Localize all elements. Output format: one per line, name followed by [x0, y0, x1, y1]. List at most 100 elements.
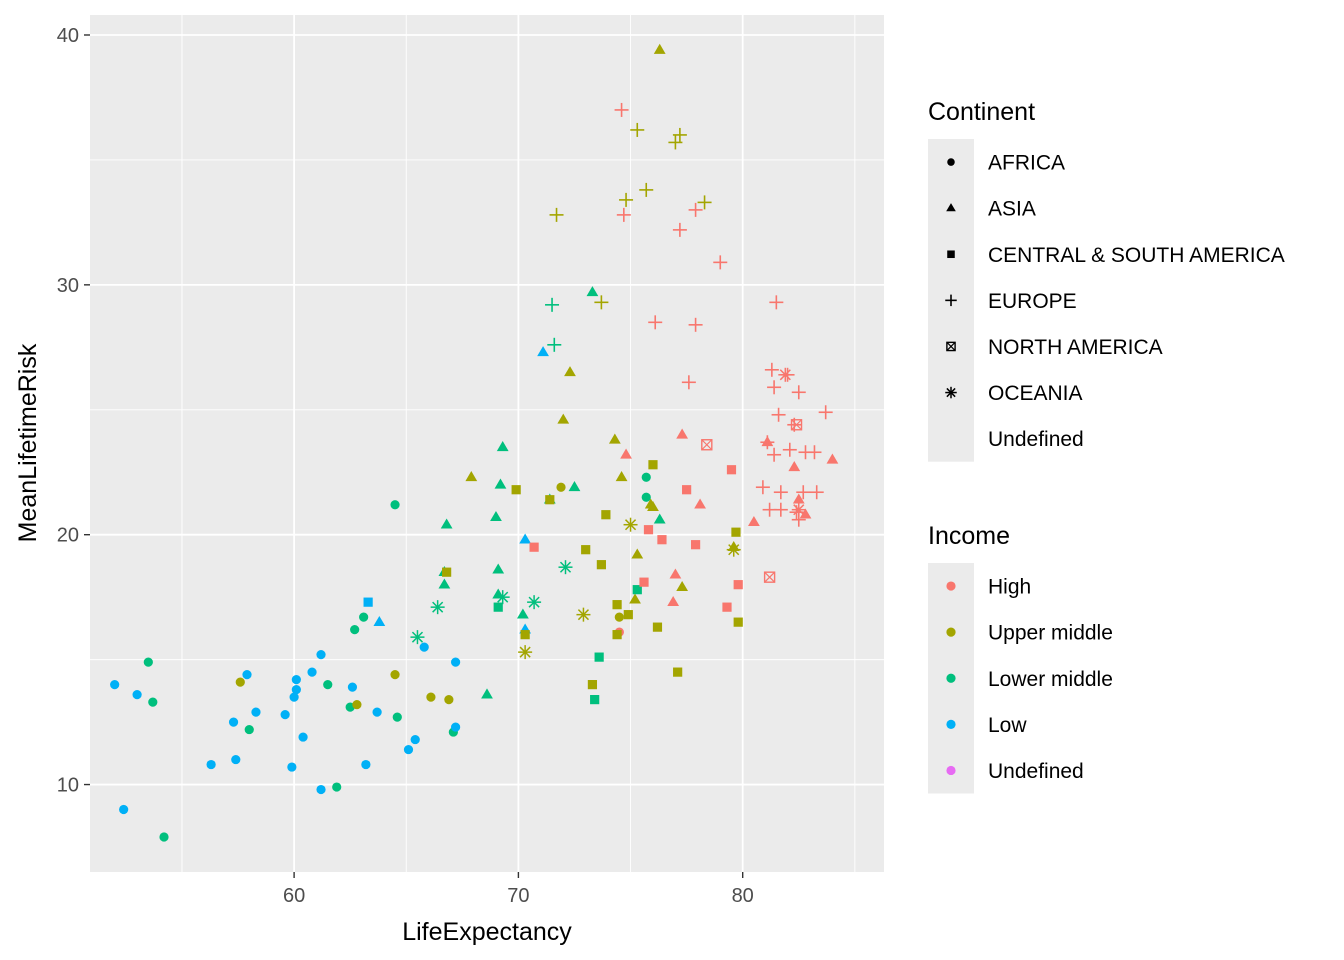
data-point	[755, 480, 770, 495]
data-point	[419, 642, 429, 652]
data-point	[244, 724, 254, 735]
legend-continent-key	[945, 386, 957, 399]
data-point	[280, 709, 290, 720]
data-point	[316, 650, 326, 660]
data-point	[529, 542, 539, 552]
x-axis-title: LifeExpectancy	[402, 918, 572, 946]
y-tick-label: 40	[57, 25, 79, 47]
data-point	[430, 600, 445, 615]
data-point	[697, 195, 712, 210]
data-point	[773, 502, 788, 517]
legend-continent-title: Continent	[928, 98, 1035, 126]
data-point	[352, 699, 362, 710]
data-point	[444, 695, 454, 705]
legend-income: Income High Upper middle Lower middle Low Un…	[928, 522, 1113, 794]
data-point	[307, 667, 317, 677]
data-point	[623, 610, 633, 620]
data-point	[809, 485, 824, 500]
data-point	[688, 202, 703, 217]
legend-continent-key	[947, 158, 955, 166]
data-point	[826, 453, 839, 464]
data-point	[722, 602, 732, 612]
data-point	[629, 593, 641, 604]
data-point	[568, 481, 581, 492]
legend-income-key	[946, 673, 956, 683]
data-point	[363, 597, 373, 607]
data-point	[519, 533, 532, 544]
data-point	[465, 471, 478, 482]
legend-continent-label: NORTH AMERICA	[988, 336, 1163, 359]
plot-panel	[90, 15, 884, 872]
data-point	[511, 485, 521, 495]
data-point	[231, 754, 241, 765]
data-point	[159, 832, 169, 842]
data-point	[672, 222, 687, 237]
data-point	[143, 657, 153, 667]
data-point	[403, 744, 414, 755]
data-point	[694, 498, 706, 509]
legend-continent-label: OCEANIA	[988, 382, 1083, 405]
data-point	[731, 527, 741, 537]
data-point	[763, 571, 776, 583]
data-point	[392, 712, 402, 722]
data-point	[767, 380, 782, 395]
data-point	[373, 615, 386, 626]
data-point	[590, 695, 600, 705]
legend-income-label: High	[988, 576, 1031, 599]
data-point	[791, 385, 806, 400]
data-point	[410, 630, 425, 645]
legend-continent-label: ASIA	[988, 198, 1036, 221]
data-point	[596, 560, 606, 570]
data-point	[612, 600, 622, 610]
x-tick-label: 80	[732, 885, 754, 907]
data-point	[450, 657, 461, 667]
data-point	[287, 762, 297, 772]
legend-income-key	[946, 719, 956, 729]
data-point	[612, 630, 622, 640]
data-point	[657, 535, 667, 545]
data-point	[764, 362, 779, 377]
data-point	[558, 560, 573, 575]
data-point	[581, 545, 591, 555]
data-point	[438, 578, 451, 589]
x-tick-label: 60	[283, 885, 305, 907]
data-point	[520, 630, 530, 640]
legend-income-label: Undefined	[988, 760, 1084, 783]
data-point	[616, 207, 631, 222]
data-point	[564, 366, 576, 377]
legend-continent-label: Undefined	[988, 428, 1084, 451]
grid-lines	[90, 15, 884, 872]
data-point	[647, 501, 659, 512]
data-point	[251, 707, 261, 717]
data-points	[110, 43, 839, 842]
data-point	[614, 612, 624, 622]
data-point	[390, 670, 400, 680]
data-point	[688, 317, 703, 332]
data-point	[442, 567, 452, 577]
data-point	[557, 413, 570, 424]
data-point	[639, 577, 649, 587]
data-point	[450, 722, 461, 732]
data-point	[594, 295, 609, 310]
data-point	[493, 602, 503, 612]
data-point	[673, 667, 683, 677]
data-point	[713, 255, 728, 270]
data-point	[760, 435, 775, 450]
data-point	[496, 441, 509, 452]
data-point	[653, 43, 666, 54]
data-point	[228, 717, 239, 727]
data-point	[676, 580, 689, 592]
legend-continent-label: EUROPE	[988, 290, 1077, 313]
legend-income-title: Income	[928, 522, 1010, 550]
y-axis-title: MeanLifetimeRisk	[14, 343, 42, 542]
data-point	[110, 680, 120, 690]
data-point	[132, 690, 142, 700]
data-point	[615, 471, 628, 482]
data-point	[518, 645, 533, 660]
data-point	[148, 697, 158, 707]
data-point	[410, 734, 420, 745]
data-point	[556, 482, 566, 492]
data-point	[490, 511, 502, 522]
data-point	[726, 542, 741, 557]
